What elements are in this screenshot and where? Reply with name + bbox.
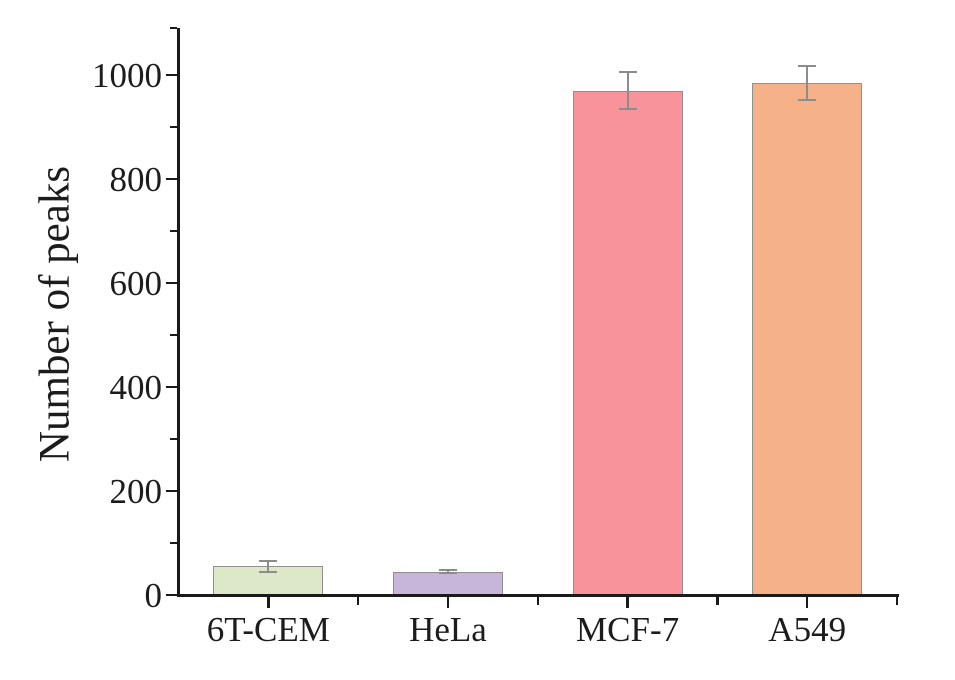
y-tick-label: 0 (144, 576, 163, 615)
y-axis-major-tick (166, 489, 177, 493)
x-tick-label: A549 (768, 610, 847, 649)
x-axis-boundary-tick (895, 596, 899, 605)
y-axis-major-tick (166, 593, 177, 597)
y-axis-major-tick (166, 73, 177, 77)
x-axis-major-tick (446, 596, 450, 608)
y-tick-label: 400 (109, 368, 163, 407)
y-axis-minor-tick (170, 230, 177, 232)
x-axis-major-tick (267, 596, 270, 608)
bar (392, 571, 503, 595)
error-bar-cap-bottom (618, 107, 637, 110)
y-axis-major-tick (166, 281, 177, 285)
y-axis-major-tick (166, 385, 177, 389)
x-axis-major-tick (626, 596, 629, 608)
y-tick-label: 1000 (92, 56, 162, 95)
error-bar-cap-bottom (438, 572, 457, 575)
y-axis-minor-tick (170, 334, 177, 336)
error-bar-line (806, 65, 809, 100)
y-axis-minor-tick (170, 438, 177, 440)
error-bar-cap-bottom (259, 570, 278, 573)
x-tick-label: 6T-CEM (206, 610, 330, 649)
y-axis-title: Number of peaks (31, 165, 79, 463)
error-bar-cap-top (798, 64, 817, 67)
error-bar-cap-top (438, 569, 457, 572)
x-tick-label: MCF-7 (576, 610, 680, 649)
y-axis-line (177, 28, 180, 597)
x-axis-line (177, 593, 899, 597)
error-bar-cap-top (618, 71, 637, 74)
bar (752, 82, 863, 595)
x-tick-label: HeLa (409, 610, 487, 649)
x-axis-major-tick (805, 596, 809, 608)
error-bar-line (446, 570, 449, 574)
y-tick-label: 200 (109, 472, 163, 511)
y-axis-minor-tick (170, 126, 177, 128)
x-axis-boundary-tick (356, 596, 360, 605)
error-bar-cap-bottom (798, 98, 817, 101)
x-axis-boundary-tick (716, 596, 719, 605)
bar (572, 90, 683, 595)
error-bar-line (626, 72, 629, 109)
y-axis-major-tick (166, 177, 177, 181)
error-bar-line (267, 561, 270, 572)
y-axis-minor-tick (170, 27, 177, 30)
error-bar-cap-top (259, 560, 278, 563)
x-axis-boundary-tick (536, 596, 539, 605)
y-tick-label: 600 (109, 264, 163, 303)
y-axis-minor-tick (170, 542, 177, 544)
y-tick-label: 800 (109, 160, 163, 199)
